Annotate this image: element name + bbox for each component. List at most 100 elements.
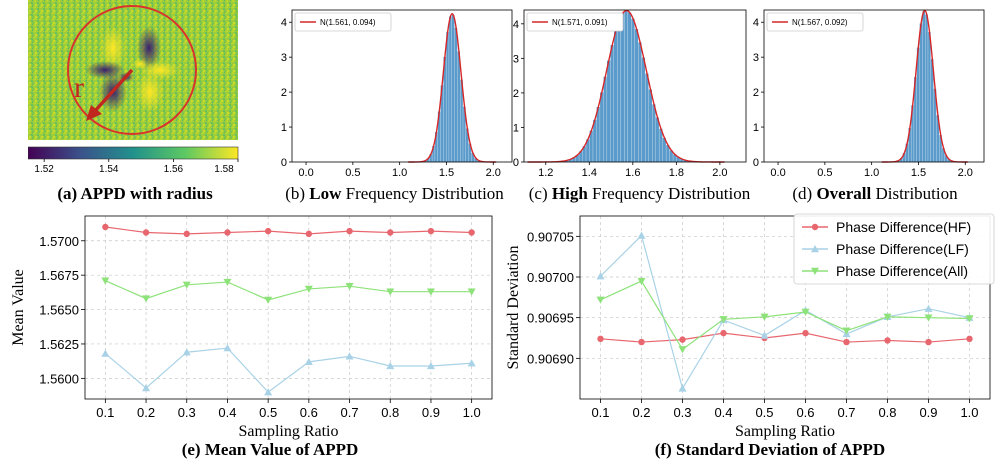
histogram-bar bbox=[638, 42, 642, 162]
histogram-bar bbox=[947, 159, 951, 162]
data-point bbox=[679, 336, 686, 343]
histogram-bar bbox=[610, 45, 614, 162]
histogram-bar bbox=[457, 51, 461, 162]
histogram-bar bbox=[930, 59, 934, 163]
y-tick-label: 1 bbox=[281, 122, 287, 134]
x-tick-label: 1.0 bbox=[392, 167, 407, 179]
pattern-lobe bbox=[137, 26, 161, 70]
x-tick-label: 1.5 bbox=[911, 167, 926, 179]
histogram-bar bbox=[463, 106, 466, 162]
histogram-bar bbox=[652, 104, 656, 162]
y-tick-label: 0.90690 bbox=[527, 351, 574, 366]
data-point bbox=[965, 315, 974, 323]
x-tick-label: 0.2 bbox=[137, 405, 155, 420]
caption-c-prefix: (c) bbox=[528, 184, 552, 203]
histogram-bar bbox=[648, 89, 653, 162]
x-tick-label: 0.1 bbox=[96, 405, 114, 420]
data-point bbox=[142, 295, 151, 303]
x-tick-label: 0.5 bbox=[259, 405, 277, 420]
data-point bbox=[924, 304, 933, 312]
caption-c-bold: High bbox=[551, 184, 588, 203]
colorbar-tick-label: 1.52 bbox=[34, 164, 54, 175]
data-point bbox=[924, 314, 933, 322]
data-point bbox=[346, 227, 353, 235]
y-tick-label: 0 bbox=[753, 157, 759, 169]
histogram-bar bbox=[627, 12, 632, 162]
data-point bbox=[843, 338, 850, 346]
x-tick-label: 0.2 bbox=[632, 405, 650, 420]
histogram-bar bbox=[624, 10, 628, 162]
histogram-bar bbox=[449, 16, 452, 162]
histogram-bar bbox=[919, 23, 923, 162]
histogram-bar bbox=[673, 154, 677, 162]
y-tick-label: 1.5675 bbox=[39, 268, 79, 283]
chart-mean-value: 0.1 0.2 0.3 0.4 0.5 0.6 0.7 0.8 0.9 1.0 1.5600 1.56… bbox=[10, 215, 493, 440]
data-point bbox=[101, 277, 110, 285]
data-point bbox=[304, 285, 313, 293]
caption-a: (a) APPD with radius bbox=[57, 184, 213, 203]
data-point bbox=[224, 229, 231, 236]
data-point bbox=[596, 296, 605, 304]
caption-f: (f) Standard Deviation of APPD bbox=[654, 440, 886, 459]
y-tick-label: 3 bbox=[281, 52, 287, 64]
histogram-bar bbox=[451, 14, 455, 162]
plot-frame bbox=[763, 9, 985, 163]
x-tick-label: 0.0 bbox=[298, 167, 313, 179]
radius-arrow bbox=[92, 68, 134, 114]
histogram-bar bbox=[676, 157, 680, 162]
x-tick-label: 2.0 bbox=[712, 167, 727, 179]
x-tick-label: 0.6 bbox=[300, 405, 318, 420]
histogram-bar bbox=[928, 32, 931, 162]
caption-c-suffix: Frequency Distribution bbox=[587, 184, 751, 203]
legend-box bbox=[526, 12, 624, 32]
histogram-bar bbox=[582, 146, 586, 162]
x-tick-label: 0.7 bbox=[837, 405, 855, 420]
histogram-bar bbox=[666, 145, 670, 162]
x-tick-label: 1.5 bbox=[439, 167, 454, 179]
x-tick-label: 0.4 bbox=[714, 405, 732, 420]
data-point bbox=[264, 227, 272, 235]
histogram-bar bbox=[655, 117, 659, 162]
y-axis-label: Mean Value bbox=[10, 269, 27, 346]
histogram-bar bbox=[589, 130, 593, 162]
histogram-bar bbox=[902, 153, 906, 162]
histogram-bar bbox=[914, 77, 917, 162]
data-point bbox=[637, 231, 646, 239]
series-line-all bbox=[600, 280, 970, 351]
histogram-bar bbox=[683, 160, 687, 162]
caption-c: (c) High Frequency Distribution bbox=[517, 184, 762, 204]
panel-a-image: r 1.52 1.54 1.56 1.58 bbox=[28, 0, 239, 175]
data-point bbox=[304, 357, 313, 366]
y-tick-label: 1.5625 bbox=[39, 337, 79, 352]
data-point bbox=[801, 308, 810, 316]
legend-box bbox=[793, 213, 995, 285]
data-point bbox=[183, 230, 190, 238]
data-point bbox=[426, 361, 435, 370]
data-point bbox=[597, 335, 604, 343]
legend-label: N(1.567, 0.092) bbox=[792, 18, 848, 27]
series-line-lf bbox=[104, 347, 472, 393]
y-tick-label: 1.5700 bbox=[39, 234, 79, 249]
caption-e: (e) Mean Value of APPD bbox=[181, 440, 359, 459]
legend-label: Phase Difference(LF) bbox=[836, 241, 969, 257]
legend-box bbox=[294, 12, 392, 32]
y-tick-label: 0.90695 bbox=[527, 311, 574, 326]
pattern-lobe bbox=[136, 72, 164, 112]
y-tick-label: 1 bbox=[513, 122, 519, 134]
histogram-bar bbox=[572, 157, 576, 162]
pattern-lobe bbox=[85, 61, 125, 79]
histogram-bar bbox=[922, 11, 926, 163]
x-tick-label: 1.4 bbox=[582, 167, 597, 179]
radius-arrowhead bbox=[86, 105, 102, 121]
histogram-bar bbox=[900, 158, 903, 162]
x-tick-label: 0.5 bbox=[817, 167, 832, 179]
caption-d: (d) Overall Distribution bbox=[770, 184, 980, 204]
histogram-bar bbox=[437, 111, 441, 162]
chart-low-frequency-distribution: 0.0 0.5 1.0 1.5 2.0 0 1 2 3 4 N(1.561, 0.094) bbox=[281, 9, 513, 179]
legend-box bbox=[766, 12, 864, 32]
x-axis-label: Sampling Ratio bbox=[239, 423, 339, 440]
data-point bbox=[842, 327, 851, 335]
data-point bbox=[386, 288, 395, 296]
data-point bbox=[264, 388, 273, 396]
